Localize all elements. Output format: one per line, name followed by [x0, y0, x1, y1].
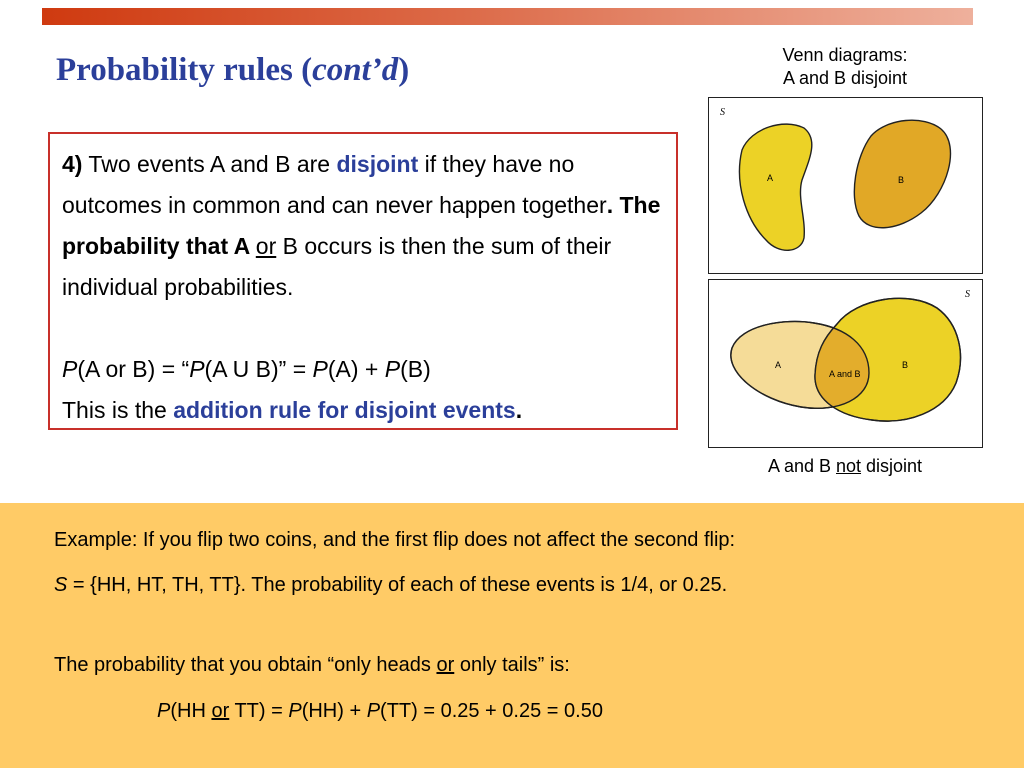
- venn-caption-top: Venn diagrams: A and B disjoint: [745, 44, 945, 90]
- example-line-2: S = {HH, HT, TH, TT}. The probability of…: [54, 574, 728, 596]
- rule-addition-line: This is the addition rule for disjoint e…: [62, 397, 523, 423]
- rule-paragraph: 4) Two events A and B are disjoint if th…: [62, 151, 661, 300]
- venn-caption-line1: Venn diagrams:: [782, 45, 908, 65]
- term-disjoint: disjoint: [336, 151, 419, 177]
- rule-formula: P(A or B) = “P(A U B)” = P(A) + P(B): [62, 356, 431, 382]
- venn-overlap-ab-label: A and B: [829, 369, 861, 379]
- example-formula: P(HH or TT) = P(HH) + P(TT) = 0.25 + 0.2…: [157, 700, 603, 722]
- example-line-3: The probability that you obtain “only he…: [54, 654, 570, 676]
- slide-title: Probability rules (cont’d): [56, 52, 410, 88]
- example-line-1: Example: If you flip two coins, and the …: [54, 529, 736, 551]
- rule-text: 4) Two events A and B are disjoint if th…: [62, 144, 672, 431]
- venn-overlap-b-label: B: [902, 360, 908, 370]
- venn-disjoint: S A B: [708, 97, 983, 274]
- top-accent-bar: [42, 8, 973, 25]
- rule-box: 4) Two events A and B are disjoint if th…: [48, 132, 678, 430]
- venn-disjoint-region-b: [853, 119, 952, 229]
- term-addition-rule: addition rule for disjoint events: [173, 397, 516, 423]
- venn-disjoint-region-a: [738, 123, 813, 251]
- venn-disjoint-a-label: A: [767, 173, 773, 183]
- venn-overlap: S A B A and B: [708, 279, 983, 448]
- venn-caption-line2: A and B disjoint: [782, 68, 908, 88]
- venn-disjoint-b-label: B: [898, 175, 904, 185]
- venn-overlap-a-label: A: [775, 360, 781, 370]
- example-panel: Example: If you flip two coins, and the …: [0, 503, 1024, 768]
- or-underline: or: [255, 233, 277, 259]
- rule-number: 4): [62, 151, 83, 177]
- venn-caption-bottom: A and B not disjoint: [767, 456, 923, 476]
- venn-overlap-s-label: S: [965, 289, 970, 300]
- venn-disjoint-s-label: S: [720, 107, 725, 118]
